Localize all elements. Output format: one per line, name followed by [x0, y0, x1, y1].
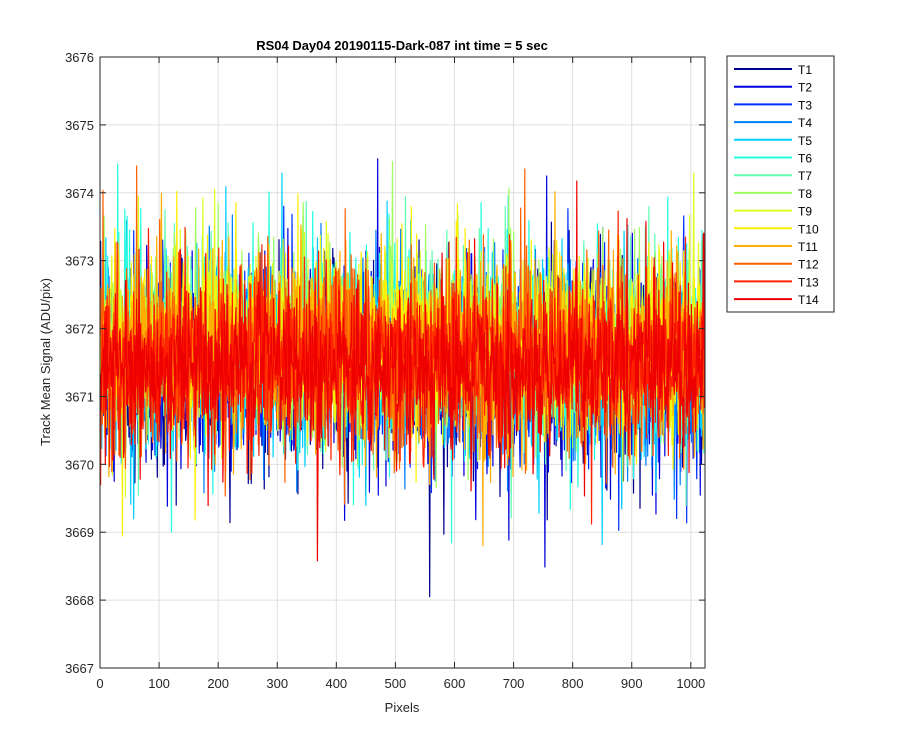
legend-label-t7: T7: [798, 169, 812, 183]
legend: T1 T2 T3 T4 T5 T6 T7 T8 T9 T10 T11 T12 T13 T14: [726, 55, 835, 313]
legend-label-t3: T3: [798, 98, 812, 112]
y-tick-label: 3672: [65, 322, 94, 337]
x-tick-label: 500: [385, 676, 407, 691]
plot-frame: [99, 56, 706, 669]
x-tick-label: 200: [207, 676, 229, 691]
series-layer: [100, 158, 705, 598]
x-tick-label: 1000: [676, 676, 705, 691]
legend-label-t6: T6: [798, 152, 812, 166]
legend-label-t8: T8: [798, 187, 812, 201]
x-tick-label: 100: [148, 676, 170, 691]
y-tick-label: 3671: [65, 389, 94, 404]
plot-area: 0 100 200 300 400 500 600 700 800 900 1000 3667366…: [65, 50, 706, 691]
legend-label-t1: T1: [798, 63, 812, 77]
series-line-t14: [100, 180, 705, 562]
x-tick-label: 900: [621, 676, 643, 691]
y-axis-label: Track Mean Signal (ADU/pix): [38, 278, 53, 446]
chart-title: RS04 Day04 20190115-Dark-087 int time = …: [256, 38, 548, 53]
legend-label-t5: T5: [798, 134, 812, 148]
y-tick-labels: 3667 3668 3669 3670 3671 3672 3673 3674 3675 3676: [65, 50, 94, 676]
y-tick-label: 3669: [65, 525, 94, 540]
y-tick-label: 3668: [65, 593, 94, 608]
legend-label-t13: T13: [798, 275, 819, 289]
y-tick-label: 3670: [65, 457, 94, 472]
x-tick-label: 400: [325, 676, 347, 691]
x-tick-label: 300: [266, 676, 288, 691]
legend-label-t10: T10: [798, 222, 819, 236]
x-tick-label: 700: [503, 676, 525, 691]
y-tick-label: 3675: [65, 118, 94, 133]
legend-label-t2: T2: [798, 81, 812, 95]
legend-label-t4: T4: [798, 116, 812, 130]
legend-box: [726, 55, 835, 313]
y-tick-label: 3676: [65, 50, 94, 65]
legend-label-t14: T14: [798, 293, 819, 307]
y-tick-label: 3667: [65, 661, 94, 676]
legend-label-t12: T12: [798, 258, 819, 272]
x-tick-label: 800: [562, 676, 584, 691]
legend-label-t9: T9: [798, 205, 812, 219]
y-tick-label: 3673: [65, 254, 94, 269]
legend-label-t11: T11: [798, 240, 818, 254]
legend-items: T1 T2 T3 T4 T5 T6 T7 T8 T9 T10 T11 T12 T13 T14: [734, 63, 819, 307]
y-tick-label: 3674: [65, 186, 94, 201]
x-axis-label: Pixels: [385, 700, 420, 715]
x-tick-label: 600: [444, 676, 466, 691]
x-tick-label: 0: [96, 676, 103, 691]
x-tick-labels: 0 100 200 300 400 500 600 700 800 900 1000: [96, 676, 705, 691]
